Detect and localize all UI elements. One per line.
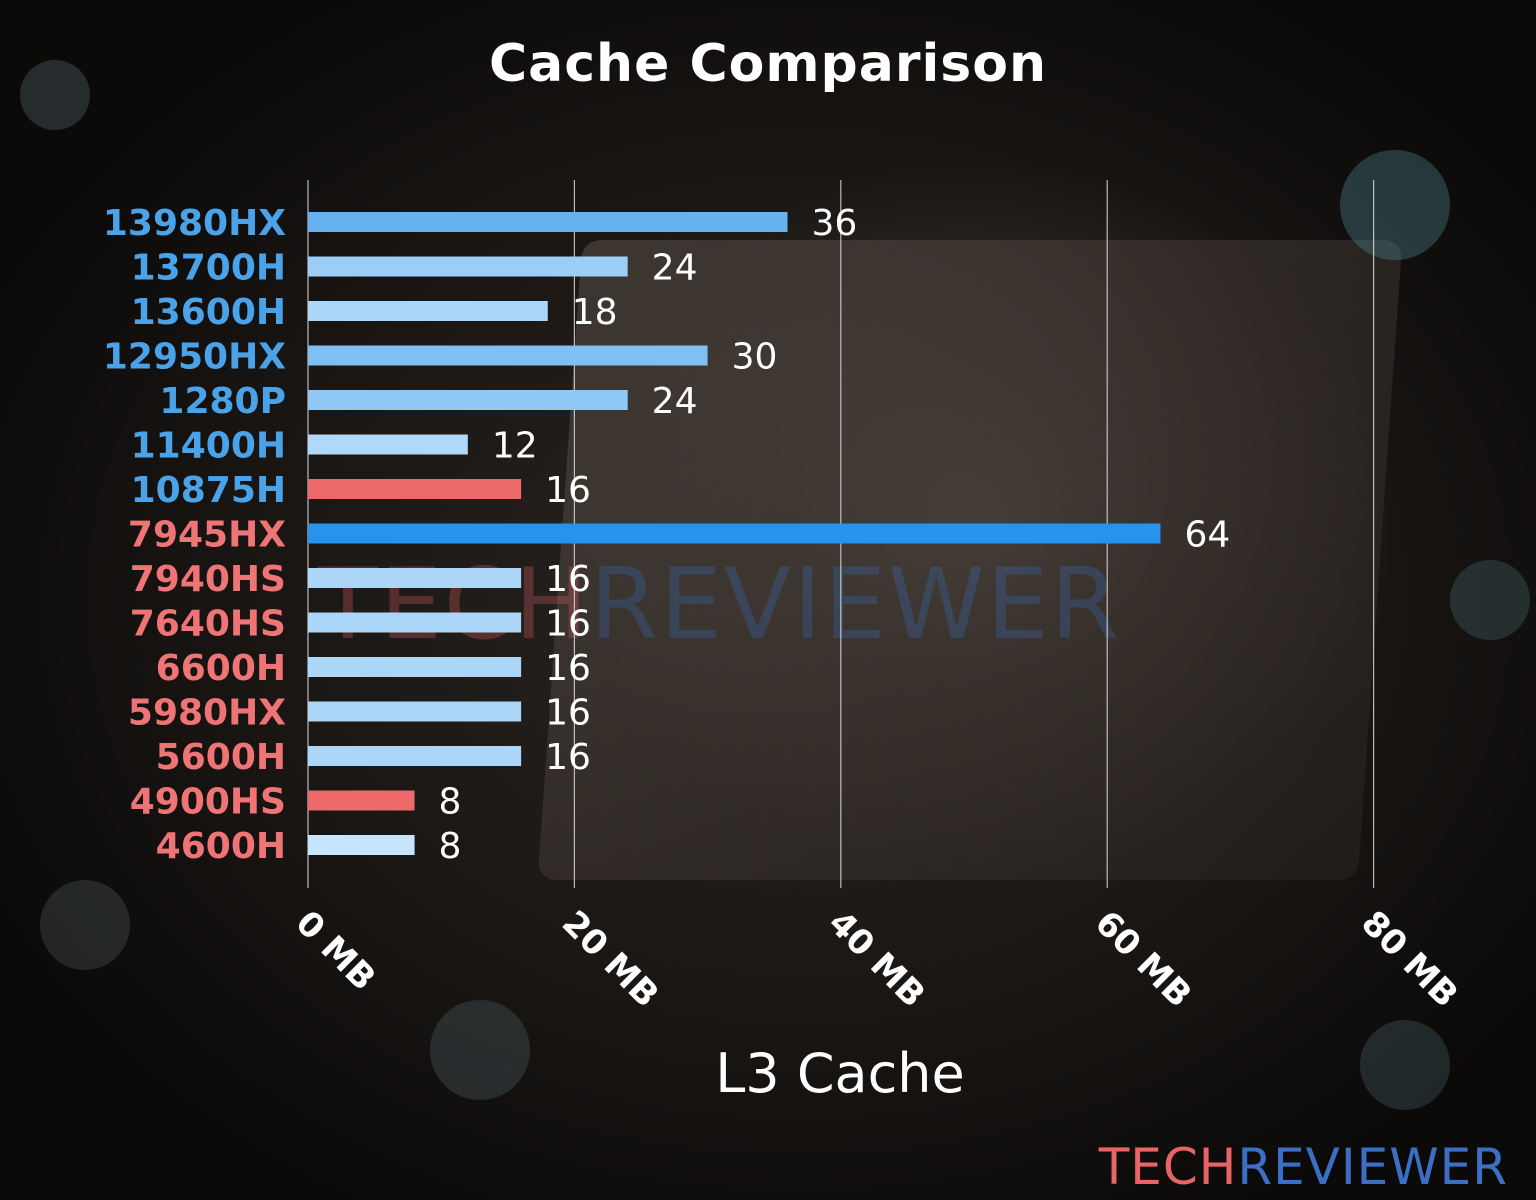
x-tick-label: 20 MB — [554, 903, 666, 1015]
value-label: 16 — [545, 648, 591, 689]
value-label: 18 — [572, 292, 618, 333]
bar — [308, 479, 522, 499]
value-label: 16 — [545, 693, 591, 734]
watermark: TECHREVIEWER — [318, 548, 1121, 662]
x-tick-label: 80 MB — [1353, 903, 1465, 1015]
background-dot — [40, 880, 130, 970]
x-axis-label: L3 Cache — [715, 1042, 965, 1105]
bar — [308, 701, 522, 722]
category-label: 5980HX — [128, 693, 286, 734]
x-tick-label: 40 MB — [820, 903, 932, 1015]
category-label: 4600H — [156, 826, 286, 867]
bar — [308, 212, 788, 232]
bar — [308, 390, 628, 410]
value-label: 64 — [1184, 515, 1230, 556]
bar — [308, 790, 415, 811]
value-label: 36 — [812, 203, 858, 244]
category-label: 7640HS — [130, 604, 286, 645]
category-label: 12950HX — [103, 337, 286, 378]
value-label: 8 — [439, 826, 462, 867]
value-label: 8 — [439, 782, 462, 823]
category-label: 4900HS — [130, 782, 286, 823]
value-label: 30 — [732, 337, 778, 378]
bar — [308, 568, 522, 588]
category-label: 7945HX — [128, 515, 286, 556]
category-label: 13980HX — [103, 203, 286, 244]
bar — [308, 835, 415, 855]
background-dot — [1450, 560, 1530, 640]
value-label: 12 — [492, 426, 538, 467]
background-dot — [1340, 150, 1450, 260]
brand-logo: TECHREVIEWER — [1098, 1138, 1508, 1196]
value-label: 16 — [545, 470, 591, 511]
category-labels: 13980HX13700H13600H12950HX1280P11400H108… — [103, 203, 286, 867]
bar — [308, 345, 708, 366]
bar — [308, 612, 522, 633]
value-label: 16 — [545, 559, 591, 600]
category-label: 11400H — [131, 426, 286, 467]
x-tick-labels: 0 MB 20 MB 40 MB 60 MB 80 MB — [288, 903, 1466, 1015]
category-label: 13600H — [131, 292, 286, 333]
category-label: 5600H — [156, 737, 286, 778]
bar — [308, 301, 548, 321]
background-dot — [430, 1000, 530, 1100]
x-tick-label: 60 MB — [1087, 903, 1199, 1015]
value-label: 16 — [545, 737, 591, 778]
category-label: 7940HS — [130, 559, 286, 600]
bar — [308, 434, 468, 455]
background-dot — [1360, 1020, 1450, 1110]
bars — [308, 212, 1161, 855]
bar — [308, 746, 522, 766]
value-label: 24 — [652, 381, 698, 422]
category-label: 6600H — [156, 648, 286, 689]
bar — [308, 256, 628, 277]
value-label: 16 — [545, 604, 591, 645]
value-label: 24 — [652, 248, 698, 289]
chart-title: Cache Comparison — [488, 34, 1047, 94]
category-label: 13700H — [131, 248, 286, 289]
bar — [308, 657, 522, 677]
category-label: 1280P — [159, 381, 286, 422]
category-label: 10875H — [131, 470, 286, 511]
x-tick-label: 0 MB — [288, 903, 384, 999]
background-dot — [20, 60, 90, 130]
bar — [308, 523, 1161, 544]
